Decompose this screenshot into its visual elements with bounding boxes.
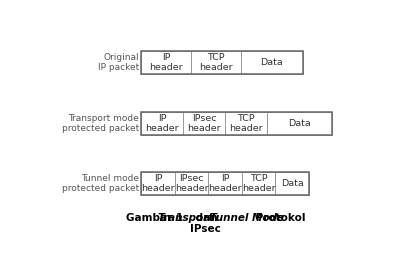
Bar (183, 112, 225, 135)
Text: IPsec: IPsec (190, 224, 220, 234)
Text: IP
header: IP header (208, 174, 242, 193)
Bar (241, 51, 303, 74)
Text: IPsec
header: IPsec header (188, 113, 221, 133)
Text: TCP
header: TCP header (199, 53, 233, 72)
Text: Tunnel mode
protected packet: Tunnel mode protected packet (62, 174, 139, 193)
Text: Protokol: Protokol (252, 213, 306, 223)
Text: Original
IP packet: Original IP packet (98, 53, 139, 72)
Bar (242, 172, 275, 195)
Text: Data: Data (260, 58, 283, 67)
Bar (142, 172, 309, 195)
Text: dan: dan (192, 213, 222, 223)
Text: Transport mode
protected packet: Transport mode protected packet (62, 113, 139, 133)
Text: Data: Data (288, 119, 311, 128)
Bar (275, 172, 309, 195)
Text: Gambar 1: Gambar 1 (126, 213, 186, 223)
Text: TCP
header: TCP header (242, 174, 276, 193)
Bar (142, 112, 183, 135)
Text: Transport: Transport (158, 213, 214, 223)
Bar (142, 51, 191, 74)
Bar (267, 112, 332, 135)
Text: TCP
header: TCP header (229, 113, 263, 133)
Bar (191, 51, 241, 74)
Bar (142, 112, 332, 135)
Bar (175, 172, 208, 195)
Text: IP
header: IP header (150, 53, 183, 72)
Text: IP
header: IP header (141, 174, 175, 193)
Bar (142, 172, 175, 195)
Text: IP
header: IP header (146, 113, 179, 133)
Text: IPsec
header: IPsec header (175, 174, 208, 193)
Bar (142, 51, 303, 74)
Bar (225, 112, 267, 135)
Text: Tunnel Mode: Tunnel Mode (210, 213, 284, 223)
Text: Data: Data (281, 179, 304, 188)
Bar (208, 172, 242, 195)
